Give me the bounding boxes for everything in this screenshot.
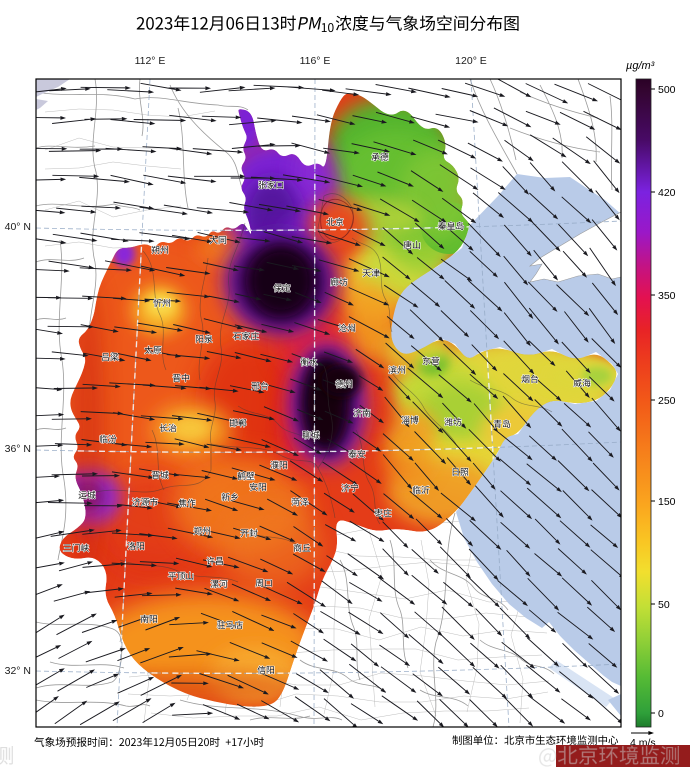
svg-text:250: 250: [658, 395, 676, 407]
svg-text:350: 350: [658, 290, 676, 302]
svg-text:120° E: 120° E: [455, 55, 487, 67]
svg-text:0: 0: [658, 708, 664, 720]
svg-text:50: 50: [658, 599, 670, 611]
svg-text:112° E: 112° E: [135, 55, 166, 67]
svg-text:µg/m³: µg/m³: [626, 60, 655, 72]
svg-text:500: 500: [658, 84, 676, 96]
svg-text:116° E: 116° E: [300, 55, 331, 67]
svg-text:32° N: 32° N: [5, 665, 31, 677]
svg-text:420: 420: [658, 187, 676, 199]
svg-text:36° N: 36° N: [5, 443, 31, 455]
svg-text:150: 150: [658, 496, 676, 508]
svg-text:40° N: 40° N: [5, 221, 31, 233]
